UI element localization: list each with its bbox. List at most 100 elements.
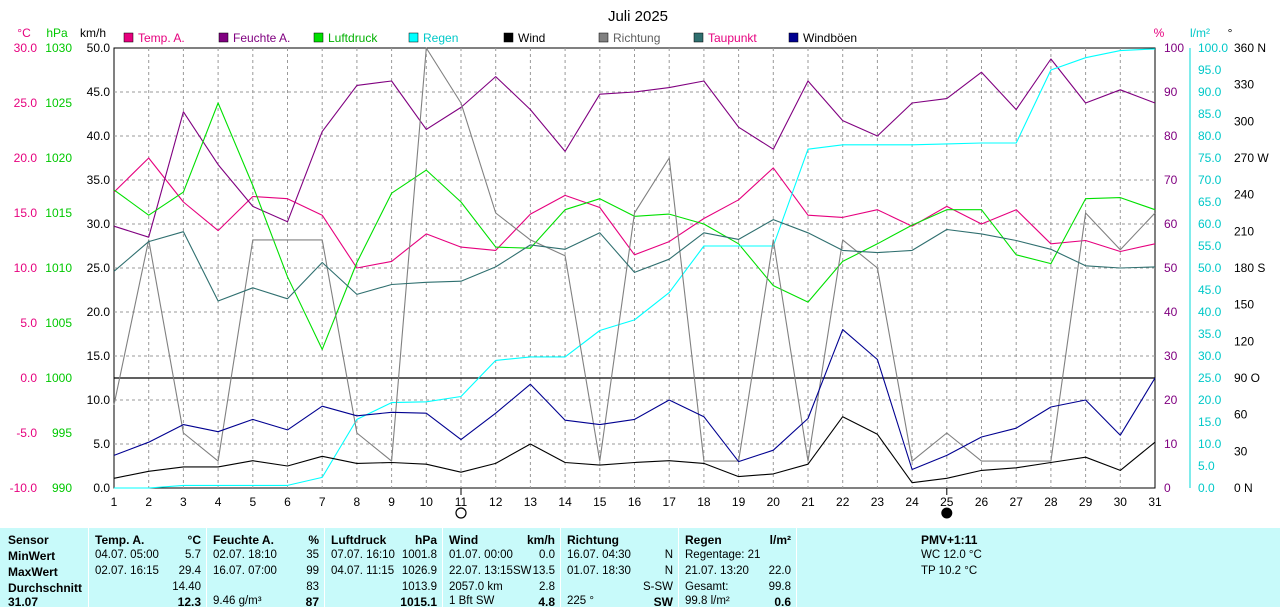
tick-label-dir: 120 — [1234, 334, 1254, 348]
tick-label-press: 1020 — [45, 151, 72, 165]
temp-unit: °C — [187, 533, 201, 547]
tick-label-temp: 10.0 — [14, 261, 38, 275]
tick-label-rain: 75.0 — [1198, 151, 1222, 165]
tick-label-rain: 10.0 — [1198, 437, 1222, 451]
rain-last-value: 0.6 — [774, 595, 791, 609]
x-tick-label: 3 — [180, 495, 187, 509]
axis-unit-temp: °C — [17, 26, 31, 40]
tick-label-rain: 20.0 — [1198, 393, 1222, 407]
x-tick-label: 13 — [524, 495, 538, 509]
legend-label: Taupunkt — [708, 31, 757, 45]
axis-unit-labels: °C hPa km/h% l/m² ° — [17, 26, 1232, 40]
tick-label-rain: 90.0 — [1198, 85, 1222, 99]
hum-max-value: 99 — [306, 565, 319, 577]
table-col-wind: Wind km/h 01.07. 00:00 0.0 22.07. 13:15SW 13.… — [442, 528, 561, 609]
legend-label: Luftdruck — [328, 31, 378, 45]
tick-label-temp: 30.0 — [14, 41, 38, 55]
wind-avg-time: 2057.0 km — [449, 581, 503, 593]
hum-min-value: 35 — [306, 549, 319, 561]
table-col-extra: PMV+1:11 WC 12.0 °C TP 10.2 °C — [796, 528, 1280, 607]
dir-last-time: 225 ° — [567, 595, 594, 607]
x-tick-label: 26 — [975, 495, 989, 509]
x-tick-label: 2 — [145, 495, 152, 509]
series-line-temp-a — [113, 157, 1156, 269]
hum-unit: % — [308, 533, 319, 547]
legend-label: Richtung — [613, 31, 660, 45]
wind-max-time: 22.07. 13:15SW — [449, 565, 532, 577]
series-line-taupunkt — [113, 219, 1156, 302]
series-line-windb-en — [113, 329, 1156, 471]
row-label-avg: Durchschnitt — [8, 581, 83, 595]
dir-min-value: N — [664, 549, 673, 561]
tick-label-dir: 90 O — [1234, 371, 1260, 385]
x-tick-label: 9 — [388, 495, 395, 509]
tick-label-dir: 270 W — [1234, 151, 1269, 165]
table-col-press: Luftdruck hPa 07.07. 16:10 1001.8 04.07. 11:… — [324, 528, 443, 609]
legend-swatch — [313, 32, 324, 43]
x-tick-label: 17 — [663, 495, 677, 509]
x-tick-label: 18 — [697, 495, 711, 509]
legend-swatch — [218, 32, 229, 43]
tick-label-rain: 55.0 — [1198, 239, 1222, 253]
tick-label-rain: 100.0 — [1198, 41, 1228, 55]
x-tick-label: 25 — [940, 495, 954, 509]
tick-label-hum: 30 — [1164, 349, 1178, 363]
x-tick-label: 27 — [1010, 495, 1024, 509]
legend-swatch — [123, 32, 134, 43]
x-tick-label: 29 — [1079, 495, 1093, 509]
tick-label-temp: 25.0 — [14, 96, 38, 110]
series-line-feuchte-a — [113, 58, 1156, 238]
tick-label-rain: 25.0 — [1198, 371, 1222, 385]
tick-label-wind: 30.0 — [87, 217, 111, 231]
tick-label-rain: 40.0 — [1198, 305, 1222, 319]
press-last-value: 1015.1 — [400, 595, 437, 609]
chart-grid — [113, 47, 1191, 489]
press-unit: hPa — [414, 533, 437, 547]
axis-unit-rain: l/m² — [1190, 26, 1210, 40]
tick-label-wind: 40.0 — [87, 129, 111, 143]
x-tick-label: 28 — [1044, 495, 1058, 509]
tick-label-dir: 360 N — [1234, 41, 1266, 55]
hum-last-time: 9.46 g/m³ — [213, 595, 262, 607]
table-col-rain: Regen l/m² Regentage: 21 21.07. 13:20 22.0 Ge… — [678, 528, 797, 609]
dir-min-time: 16.07. 04:30 — [567, 549, 631, 561]
tick-label-dir: 150 — [1234, 298, 1254, 312]
tick-label-wind: 25.0 — [87, 261, 111, 275]
chart-legend: Temp. A. Feuchte A. Luftdruck Regen Wind Rich… — [123, 31, 857, 45]
tick-label-temp: 15.0 — [14, 206, 38, 220]
x-tick-label: 5 — [249, 495, 256, 509]
x-tick-label: 8 — [354, 495, 361, 509]
x-tick-label: 7 — [319, 495, 326, 509]
hum-last-value: 87 — [305, 595, 319, 609]
press-max-time: 04.07. 11:15 — [331, 565, 395, 577]
wind-header: Wind — [449, 533, 479, 547]
x-tick-label: 24 — [905, 495, 919, 509]
table-col-temp: Temp. A. °C 04.07. 05:00 5.7 02.07. 16:15 29.… — [88, 528, 207, 609]
tick-label-hum: 90 — [1164, 85, 1178, 99]
x-tick-label: 21 — [801, 495, 815, 509]
tick-label-temp: 20.0 — [14, 151, 38, 165]
tick-label-hum: 50 — [1164, 261, 1178, 275]
legend-label: Feuchte A. — [233, 31, 290, 45]
table-row-labels: Sensor MinWert MaxWert Durchschnitt 31.07 — [0, 528, 88, 609]
tick-label-wind: 0.0 — [93, 481, 110, 495]
tick-label-press: 1005 — [45, 316, 72, 330]
tick-label-rain: 30.0 — [1198, 349, 1222, 363]
legend-swatch — [788, 32, 799, 43]
press-avg-value: 1013.9 — [401, 581, 437, 593]
press-header: Luftdruck — [331, 533, 387, 547]
legend-label: Windböen — [803, 31, 857, 45]
x-tick-label: 20 — [767, 495, 781, 509]
dir-last-value: SW — [653, 595, 673, 609]
tick-label-hum: 10 — [1164, 437, 1178, 451]
tick-label-dir: 330 — [1234, 78, 1254, 92]
rain-avg-time: Gesamt: — [685, 581, 729, 593]
tick-label-rain: 50.0 — [1198, 261, 1222, 275]
rain-unit: l/m² — [769, 533, 791, 547]
tick-label-dir: 0 N — [1234, 481, 1253, 495]
x-tick-label: 30 — [1114, 495, 1128, 509]
tick-label-hum: 0 — [1164, 481, 1171, 495]
x-tick-label: 19 — [732, 495, 746, 509]
hum-header: Feuchte A. — [213, 533, 274, 547]
series-line-wind — [113, 416, 1156, 484]
